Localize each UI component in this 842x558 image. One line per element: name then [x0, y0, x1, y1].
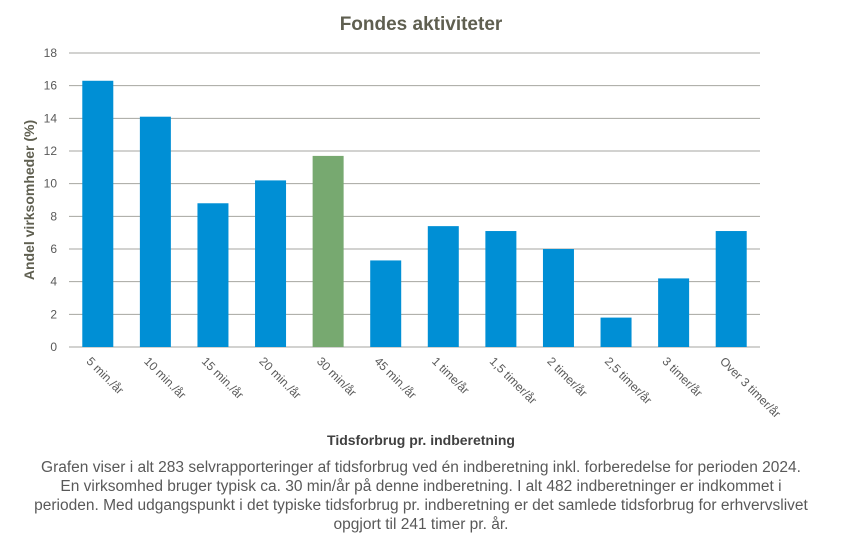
- bar: [427, 226, 459, 347]
- bar: [255, 180, 287, 347]
- x-tick-label: 5 min./år: [84, 354, 127, 397]
- x-tick-label: 45 min./år: [372, 354, 420, 402]
- y-tick-label: 14: [44, 111, 58, 125]
- x-tick-label: 2,5 timer/år: [602, 354, 655, 407]
- y-tick-label: 10: [44, 177, 58, 191]
- bar: [82, 80, 114, 348]
- bar: [600, 317, 632, 347]
- x-tick-label: 1,5 timer/år: [487, 354, 540, 407]
- chart-title: Fondes aktiviteter: [339, 14, 503, 35]
- x-axis-label: Tidsforbrug pr. indberetning: [327, 432, 515, 448]
- bar: [312, 155, 344, 347]
- y-tick-label: 6: [50, 242, 57, 256]
- y-tick-label: 18: [44, 46, 58, 60]
- x-tick-label: 3 timer/år: [660, 354, 706, 400]
- x-tick-label: 15 min./år: [199, 354, 247, 402]
- x-tick-label: 10 min./år: [141, 354, 189, 402]
- bar: [485, 231, 517, 347]
- bar: [542, 249, 574, 347]
- bar: [197, 203, 229, 347]
- x-tick-label: 30 min/år: [314, 354, 359, 399]
- y-tick-label: 2: [50, 307, 57, 321]
- bar: [370, 260, 402, 347]
- x-tick-label: 20 min./år: [256, 354, 304, 402]
- x-tick-label: 2 timer/år: [544, 354, 590, 400]
- bar: [139, 116, 171, 347]
- bar: [658, 278, 690, 347]
- y-tick-label: 16: [44, 79, 58, 93]
- y-tick-label: 12: [44, 144, 58, 158]
- bar: [715, 231, 747, 347]
- y-tick-label: 4: [50, 275, 57, 289]
- x-tick-label: 1 time/år: [429, 354, 472, 397]
- bar-chart: 0 2 4 6 8 10 12 14 16 18 5 min./år 10 min./år 15 min…: [44, 46, 784, 421]
- chart-caption: Grafen viser i alt 283 selvrapporteringe…: [34, 459, 808, 533]
- y-tick-label: 8: [50, 209, 57, 223]
- y-tick-label: 0: [50, 340, 57, 354]
- x-tick-label: Over 3 timer/år: [717, 354, 783, 420]
